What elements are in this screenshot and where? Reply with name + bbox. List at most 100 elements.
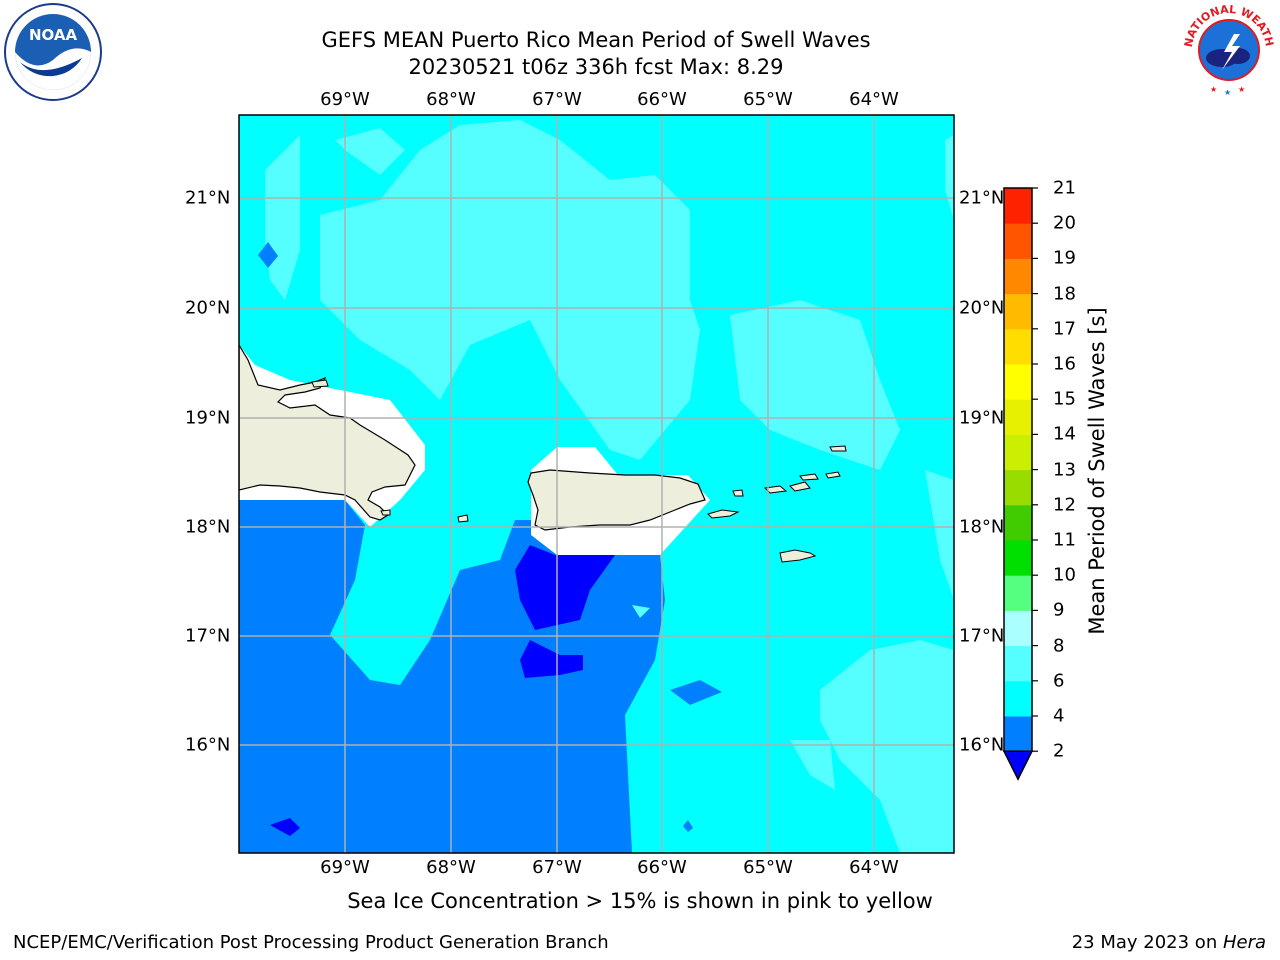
colorbar-segment [1004, 188, 1032, 224]
land-culebra [732, 489, 744, 497]
lat-label-left: 21°N [185, 187, 231, 209]
colorbar-segment [1004, 540, 1032, 576]
contour-2-4-patch [670, 680, 722, 705]
lat-label-left: 16°N [185, 734, 231, 756]
colorbar-tick-label: 18 [1053, 283, 1076, 305]
lat-label-left: 19°N [185, 407, 231, 429]
sea-ice-note: Sea Ice Concentration > 15% is shown in … [347, 889, 933, 913]
colorbar-segment [1004, 293, 1032, 330]
lat-label-right: 21°N [959, 187, 1005, 209]
production-machine: Hera [1222, 932, 1266, 953]
contour-6-8-east [730, 300, 900, 470]
colorbar-tick-label: 11 [1053, 529, 1076, 551]
lon-label-top: 67°W [532, 89, 582, 110]
lon-label-bottom: 64°W [849, 857, 899, 878]
production-date-text: 23 May 2023 on [1071, 932, 1223, 953]
colorbar-segment [1004, 328, 1032, 365]
lon-label-top: 69°W [320, 89, 370, 110]
producer-credit: NCEP/EMC/Verification Post Processing Pr… [13, 932, 609, 953]
colorbar-tick-label: 16 [1053, 353, 1076, 375]
contour-under-2-main [515, 545, 615, 630]
lat-label-left: 20°N [185, 297, 231, 319]
colorbar-tick-label: 14 [1053, 423, 1076, 445]
lat-label-right: 17°N [959, 625, 1005, 647]
national-weather-service-logo: NATIONAL WEATHER SERVICE ★ ★ ★ [1178, 0, 1277, 98]
svg-text:★: ★ [1210, 85, 1217, 94]
contour-6-8-se-2 [790, 740, 835, 790]
noaa-logo: NOAA [4, 3, 102, 101]
colorbar-segment [1004, 504, 1032, 541]
colorbar [1002, 187, 1038, 781]
colorbar-segment [1004, 645, 1032, 682]
contour-6-8-southeast [820, 640, 954, 853]
land-vieques [707, 509, 740, 519]
map-title: GEFS MEAN Puerto Rico Mean Period of Swe… [321, 28, 871, 52]
lat-label-right: 19°N [959, 407, 1005, 429]
colorbar-tick-label: 12 [1053, 494, 1076, 516]
svg-text:★: ★ [1224, 88, 1231, 97]
colorbar-tick-label: 2 [1053, 740, 1065, 762]
colorbar-tick-label: 4 [1053, 705, 1065, 727]
svg-text:★: ★ [1238, 85, 1245, 94]
lon-label-top: 64°W [849, 89, 899, 110]
lat-label-left: 17°N [185, 625, 231, 647]
lon-label-top: 66°W [637, 89, 687, 110]
colorbar-segment [1004, 575, 1032, 611]
contour-2-4-islet [258, 242, 278, 268]
colorbar-segment [1004, 680, 1032, 717]
contour-6-8-patch [632, 605, 650, 618]
land-virgin-islands-3 [799, 473, 819, 481]
production-date: 23 May 2023 on Hera [1072, 932, 1266, 953]
colorbar-segment [1004, 610, 1032, 647]
lon-label-top: 68°W [426, 89, 476, 110]
colorbar-segment [1004, 223, 1032, 259]
map-subtitle-run: 20230521 t06z 336h fcst Max: 8.29 [408, 55, 784, 79]
lat-label-left: 18°N [185, 516, 231, 538]
colorbar-segment [1004, 364, 1032, 400]
lon-label-bottom: 66°W [637, 857, 687, 878]
contour-6-8-north-2 [335, 128, 405, 175]
contour-under-2-south [520, 640, 583, 678]
land-anegada [829, 445, 847, 452]
land-hispaniola [239, 343, 416, 521]
colorbar-tick-label: 6 [1053, 670, 1065, 692]
land-st-croix [779, 549, 817, 563]
colorbar-tick-label: 15 [1053, 388, 1076, 410]
lat-label-right: 20°N [959, 297, 1005, 319]
colorbar-segment [1004, 434, 1032, 471]
lon-label-bottom: 65°W [743, 857, 793, 878]
lon-label-bottom: 68°W [426, 857, 476, 878]
colorbar-label: Mean Period of Swell Waves [s] [1085, 307, 1109, 635]
lon-label-bottom: 69°W [320, 857, 370, 878]
contour-6-8-central [320, 120, 700, 460]
colorbar-segment [1004, 399, 1032, 435]
lon-label-top: 65°W [743, 89, 793, 110]
svg-text:NOAA: NOAA [29, 26, 78, 44]
land-tortuga [311, 379, 329, 388]
land-virgin-islands-4 [825, 471, 841, 479]
colorbar-tick-label: 9 [1053, 599, 1065, 621]
graticule [239, 115, 954, 853]
colorbar-tick-label: 10 [1053, 564, 1076, 586]
land-virgin-islands-2 [789, 481, 811, 492]
contour-6-8-far-east [925, 470, 954, 600]
colorbar-under-arrow [1002, 750, 1034, 781]
colorbar-tick-label: 21 [1053, 177, 1076, 199]
lat-label-right: 16°N [959, 734, 1005, 756]
land-saona [457, 514, 469, 523]
colorbar-tick-label: 20 [1053, 212, 1076, 234]
colorbar-tick-label: 8 [1053, 635, 1065, 657]
colorbar-tick-label: 19 [1053, 247, 1076, 269]
colorbar-segment [1004, 716, 1032, 752]
colorbar-tick-label: 17 [1053, 318, 1076, 340]
land-mona [380, 509, 391, 516]
lat-label-right: 18°N [959, 516, 1005, 538]
lon-label-bottom: 67°W [532, 857, 582, 878]
contour-under-2-southwest [270, 818, 300, 836]
colorbar-tick-label: 13 [1053, 459, 1076, 481]
map-frame [238, 114, 955, 854]
colorbar-segment [1004, 258, 1032, 295]
contour-2-4-islet-2 [683, 820, 693, 832]
colorbar-segment [1004, 469, 1032, 506]
